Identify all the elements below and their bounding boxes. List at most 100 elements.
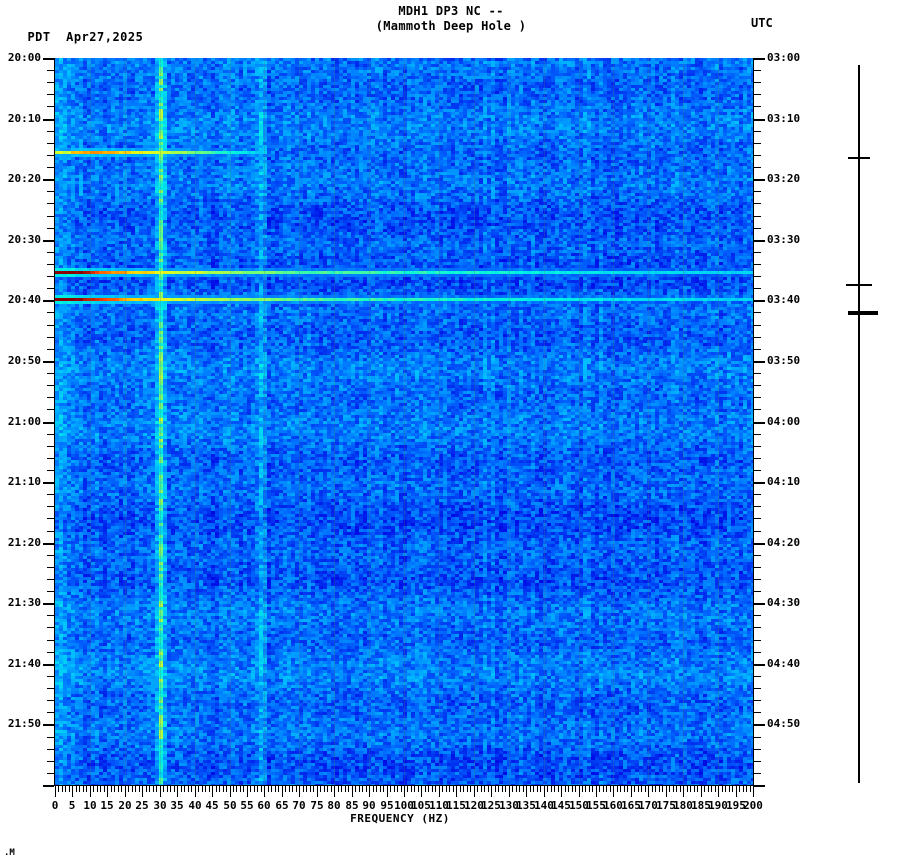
freq-axis-minor-tick: [383, 786, 384, 792]
freq-axis-minor-tick: [428, 786, 429, 792]
right-axis-minor-tick: [754, 555, 761, 556]
freq-axis-minor-tick: [390, 786, 391, 792]
frequency-tick-label: 0: [51, 799, 59, 812]
frequency-tick-label: 60: [257, 799, 271, 812]
left-axis-major-tick: [43, 119, 54, 121]
right-axis-minor-tick: [754, 615, 761, 616]
freq-axis-minor-tick: [313, 786, 314, 792]
right-time-label: 04:50: [767, 717, 801, 730]
right-axis-minor-tick: [754, 627, 761, 628]
right-axis-major-tick: [754, 482, 765, 484]
right-axis-minor-tick: [754, 143, 761, 144]
freq-axis-minor-tick: [407, 786, 408, 792]
freq-axis-minor-tick: [425, 786, 426, 792]
frequency-tick-label: 80: [327, 799, 341, 812]
freq-axis-minor-tick: [331, 786, 332, 792]
right-axis-major-tick: [754, 785, 765, 787]
right-axis-major-tick: [754, 119, 765, 121]
right-axis-minor-tick: [754, 203, 761, 204]
freq-axis-minor-tick: [83, 786, 84, 792]
freq-axis-major-tick: [299, 786, 300, 797]
freq-axis-major-tick: [334, 786, 335, 797]
frequency-tick-label: 100: [394, 799, 414, 812]
left-axis-minor-tick: [47, 712, 54, 713]
frequency-tick-label: 95: [380, 799, 394, 812]
freq-axis-minor-tick: [537, 786, 538, 792]
event-marker-tick[interactable]: [848, 311, 878, 315]
left-axis-minor-tick: [47, 567, 54, 568]
freq-axis-major-tick: [648, 786, 649, 797]
freq-axis-minor-tick: [205, 786, 206, 792]
right-axis-minor-tick: [754, 591, 761, 592]
event-marker-rail[interactable]: [858, 65, 860, 783]
freq-axis-minor-tick: [446, 786, 447, 792]
left-axis-major-tick: [43, 603, 54, 605]
right-axis-minor-tick: [754, 446, 761, 447]
freq-axis-minor-tick: [498, 786, 499, 792]
freq-axis-major-tick: [142, 786, 143, 797]
left-time-label: 21:50: [7, 717, 41, 730]
freq-axis-minor-tick: [104, 786, 105, 792]
frequency-tick-label: 145: [551, 799, 571, 812]
left-axis-minor-tick: [47, 700, 54, 701]
freq-axis-minor-tick: [603, 786, 604, 792]
freq-axis-major-tick: [230, 786, 231, 797]
freq-axis-minor-tick: [135, 786, 136, 792]
freq-axis-minor-tick: [572, 786, 573, 792]
freq-axis-minor-tick: [708, 786, 709, 792]
freq-axis-minor-tick: [79, 786, 80, 792]
right-axis-minor-tick: [754, 676, 761, 677]
frequency-tick-label: 135: [516, 799, 536, 812]
freq-axis-minor-tick: [739, 786, 740, 792]
freq-axis-major-tick: [579, 786, 580, 797]
right-axis-minor-tick: [754, 397, 761, 398]
freq-axis-major-tick: [195, 786, 196, 797]
freq-axis-minor-tick: [146, 786, 147, 792]
freq-axis-minor-tick: [516, 786, 517, 792]
frequency-tick-label: 160: [603, 799, 623, 812]
spectrogram-plot[interactable]: [55, 58, 753, 785]
right-time-label: 04:00: [767, 415, 801, 428]
left-axis-major-tick: [43, 361, 54, 363]
freq-axis-minor-tick: [236, 786, 237, 792]
freq-axis-minor-tick: [502, 786, 503, 792]
right-axis-minor-tick: [754, 264, 761, 265]
freq-axis-major-tick: [544, 786, 545, 797]
left-axis-minor-tick: [47, 518, 54, 519]
left-axis-minor-tick: [47, 579, 54, 580]
event-marker-tick[interactable]: [846, 284, 872, 286]
freq-axis-major-tick: [456, 786, 457, 797]
freq-axis-minor-tick: [694, 786, 695, 792]
right-axis-minor-tick: [754, 518, 761, 519]
left-axis-minor-tick: [47, 312, 54, 313]
freq-axis-minor-tick: [355, 786, 356, 792]
freq-axis-minor-tick: [746, 786, 747, 792]
freq-axis-minor-tick: [69, 786, 70, 792]
frequency-tick-label: 50: [223, 799, 237, 812]
left-axis-minor-tick: [47, 131, 54, 132]
frequency-tick-label: 40: [188, 799, 202, 812]
freq-axis-minor-tick: [268, 786, 269, 792]
freq-axis-minor-tick: [240, 786, 241, 792]
freq-axis-minor-tick: [554, 786, 555, 792]
freq-axis-minor-tick: [181, 786, 182, 792]
frequency-tick-label: 175: [656, 799, 676, 812]
spectrogram-image: [55, 58, 753, 785]
freq-axis-minor-tick: [118, 786, 119, 792]
freq-axis-minor-tick: [442, 786, 443, 792]
right-axis-major-tick: [754, 179, 765, 181]
left-axis-major-tick: [43, 422, 54, 424]
left-axis-minor-tick: [47, 458, 54, 459]
freq-axis-minor-tick: [743, 786, 744, 792]
left-axis-minor-tick: [47, 446, 54, 447]
freq-axis-major-tick: [666, 786, 667, 797]
right-axis-minor-tick: [754, 349, 761, 350]
freq-axis-minor-tick: [132, 786, 133, 792]
frequency-tick-label: 85: [345, 799, 359, 812]
freq-axis-minor-tick: [341, 786, 342, 792]
event-marker-tick[interactable]: [848, 157, 870, 159]
right-axis-minor-tick: [754, 312, 761, 313]
freq-axis-minor-tick: [659, 786, 660, 792]
freq-axis-major-tick: [404, 786, 405, 797]
freq-axis-minor-tick: [750, 786, 751, 792]
